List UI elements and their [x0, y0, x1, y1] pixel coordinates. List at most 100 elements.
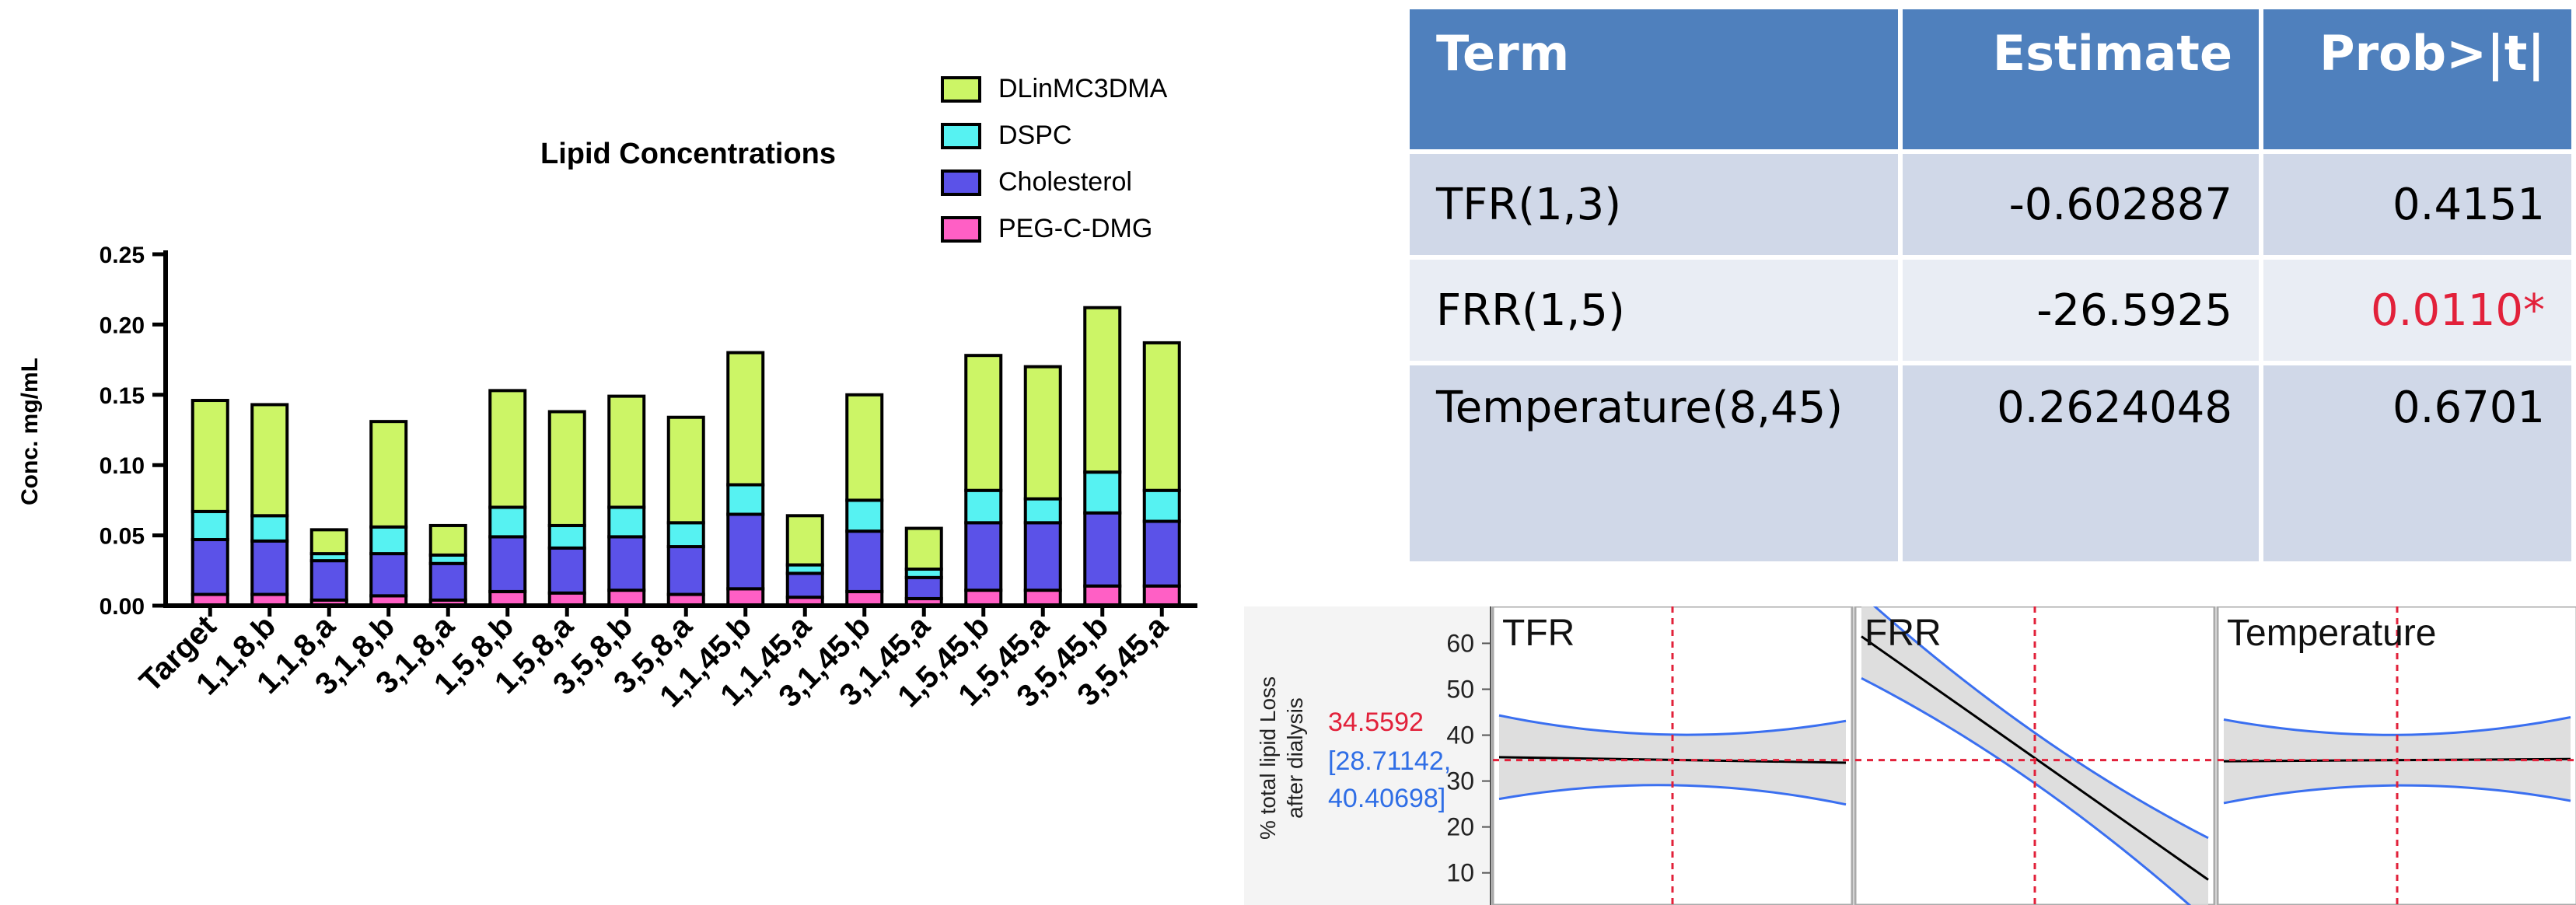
- bar-segment-dlinmc3dma: [547, 410, 586, 527]
- estimate-cell: -26.5925: [1898, 255, 2263, 365]
- legend-label: DSPC: [998, 121, 1071, 150]
- significance-star: *: [2523, 285, 2545, 336]
- chart-title: Lipid Concentrations: [540, 138, 836, 170]
- bar-segment-dlinmc3dma: [785, 514, 824, 567]
- bar-segment-dlinmc3dma: [309, 528, 348, 556]
- bar-segment-cholesterol: [547, 546, 586, 595]
- bar-segment-dlinmc3dma: [369, 420, 408, 529]
- ci-upper-line: [1498, 714, 1847, 736]
- prob-cell: 0.0110*: [2259, 255, 2576, 365]
- bar-segment-dspc: [845, 498, 884, 533]
- bar-segment-dlinmc3dma: [1023, 365, 1062, 501]
- legend-swatch: [941, 76, 981, 103]
- term-cell: TFR(1,3): [1405, 149, 1903, 260]
- bar-segment-dlinmc3dma: [726, 351, 765, 487]
- table-header-row: Term Estimate Prob>|t|: [1405, 5, 2576, 154]
- profiler-label-area: [1244, 606, 1508, 905]
- bar-segment-cholesterol: [904, 575, 943, 600]
- bar-segment-peg-c-dmg: [1083, 584, 1122, 607]
- profiler-panel-frr: FRR: [1854, 606, 2216, 905]
- estimate-cell: 0.2624048: [1898, 361, 2263, 566]
- prob-cell: 0.6701: [2259, 361, 2576, 566]
- bar-segment-cholesterol: [1142, 519, 1181, 588]
- y-tick-label: 0.05: [100, 524, 145, 550]
- legend-label: DLinMC3DMA: [998, 74, 1168, 103]
- bar-segment-dlinmc3dma: [488, 389, 527, 509]
- bar-segment-cholesterol: [607, 535, 646, 592]
- table-row: Temperature(8,45) 0.2624048 0.6701: [1405, 361, 2576, 566]
- y-tick-label: 0.10: [100, 453, 145, 479]
- bar-segment-dspc: [250, 514, 289, 543]
- bar-segment-dspc: [547, 523, 586, 550]
- profiler-ci-lower: [28.71142,: [1328, 746, 1451, 776]
- y-axis-label: Conc. mg/mL: [17, 358, 43, 505]
- bar-segment-cholesterol: [666, 545, 705, 596]
- profiler-y-tick-label: 30: [1446, 767, 1474, 795]
- bar-segment-dspc: [607, 505, 646, 539]
- term-cell: FRR(1,5): [1405, 255, 1903, 365]
- legend-label: Cholesterol: [998, 167, 1132, 197]
- header-prob: Prob>|t|: [2259, 5, 2576, 154]
- bar-segment-cholesterol: [964, 521, 1003, 592]
- y-tick-label: 0.25: [100, 243, 145, 268]
- bar-segment-dspc: [1142, 488, 1181, 523]
- bar-segment-dspc: [1083, 470, 1122, 515]
- prob-value: 0.0110: [2371, 285, 2523, 336]
- bar-segment-dspc: [964, 488, 1003, 525]
- legend-label: PEG-C-DMG: [998, 214, 1152, 243]
- estimate-cell: -0.602887: [1898, 149, 2263, 260]
- bar-segment-dlinmc3dma: [428, 523, 467, 557]
- prob-value: 0.6701: [2392, 383, 2545, 433]
- bar-segment-dspc: [369, 525, 408, 556]
- bar-segment-peg-c-dmg: [726, 587, 765, 608]
- bar-segment-cholesterol: [726, 512, 765, 591]
- legend-swatch: [941, 123, 981, 149]
- profiler-ci-upper: 40.40698]: [1328, 784, 1445, 813]
- profiler-current-value: 34.5592: [1328, 708, 1424, 737]
- bar-segment-cholesterol: [250, 539, 289, 596]
- parameter-estimates-table: Term Estimate Prob>|t| TFR(1,3) -0.60288…: [1405, 5, 2576, 566]
- y-tick-label: 0.15: [100, 383, 145, 409]
- term-cell: Temperature(8,45): [1405, 361, 1903, 566]
- bar-segment-cholesterol: [190, 538, 229, 596]
- bar-segment-dspc: [190, 509, 229, 542]
- bar-segment-dlinmc3dma: [904, 526, 943, 571]
- bar-segment-cholesterol: [845, 529, 884, 593]
- bar-segment-cholesterol: [369, 552, 408, 598]
- bar-segment-dlinmc3dma: [1083, 306, 1122, 474]
- bar-segment-dlinmc3dma: [1142, 341, 1181, 492]
- y-tick-label: 0.00: [100, 594, 145, 620]
- bar-segment-dlinmc3dma: [190, 399, 229, 513]
- profiler-panel-label: TFR: [1502, 613, 1575, 654]
- profiler-panel-tfr: TFR: [1491, 606, 1854, 905]
- profiler-y-tick-label: 20: [1446, 813, 1474, 841]
- header-term: Term: [1405, 5, 1903, 154]
- bar-segment-dlinmc3dma: [964, 354, 1003, 492]
- table-row: FRR(1,5) -26.5925 0.0110*: [1405, 255, 2576, 365]
- prob-cell: 0.4151: [2259, 149, 2576, 260]
- y-tick-label: 0.20: [100, 313, 145, 338]
- bar-segment-cholesterol: [309, 559, 348, 602]
- bar-segment-cholesterol: [488, 535, 527, 593]
- bar-segment-cholesterol: [785, 571, 824, 599]
- bar-segment-cholesterol: [1083, 511, 1122, 588]
- legend-swatch: [941, 169, 981, 196]
- profiler-y-tick-label: 60: [1446, 629, 1474, 657]
- profiler-panel-temperature: Temperature: [2216, 606, 2576, 905]
- lipid-concentrations-chart: Lipid Concentrations Conc. mg/mL 0.00 0.0…: [17, 74, 1197, 714]
- legend-swatch: [941, 216, 981, 243]
- bar-segment-cholesterol: [428, 561, 467, 602]
- header-estimate: Estimate: [1898, 5, 2263, 154]
- prediction-profiler: % total lipid Loss after dialysis 34.559…: [1244, 606, 2576, 905]
- bar-segment-dlinmc3dma: [607, 394, 646, 509]
- profiler-y-tick-label: 40: [1446, 722, 1474, 750]
- bar-segment-dspc: [666, 521, 705, 549]
- chart-legend: DLinMC3DMA DSPC Cholesterol PEG-C-DMG: [941, 74, 1168, 243]
- table-row: TFR(1,3) -0.602887 0.4151: [1405, 149, 2576, 260]
- bar-segment-peg-c-dmg: [1142, 584, 1181, 607]
- bar-segment-dspc: [488, 505, 527, 539]
- profiler-panel-label: Temperature: [2227, 613, 2436, 654]
- bar-segment-cholesterol: [1023, 521, 1062, 592]
- bar-segment-dlinmc3dma: [666, 415, 705, 525]
- bar-segment-dlinmc3dma: [845, 393, 884, 502]
